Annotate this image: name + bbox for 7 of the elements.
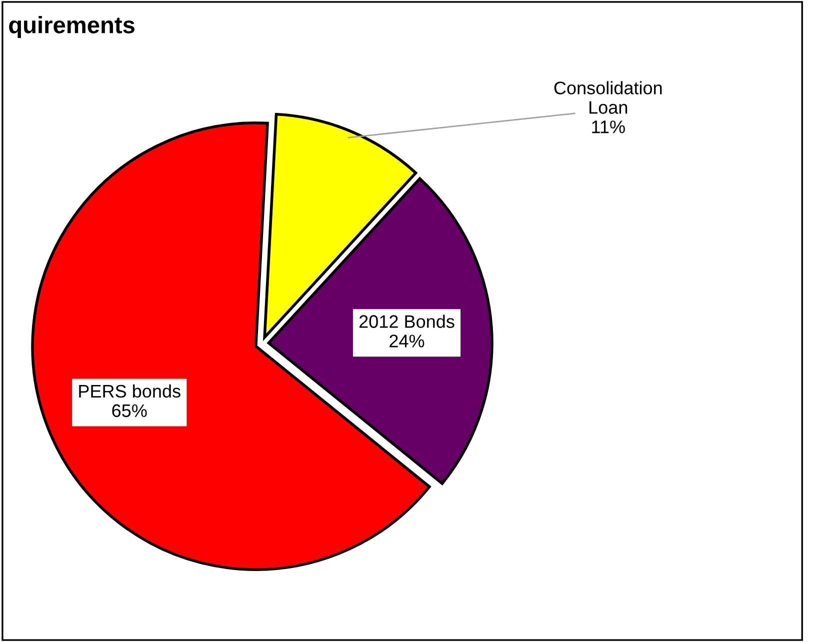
slice-label: 2012 Bonds bbox=[359, 314, 454, 328]
data-label: 11% bbox=[592, 120, 625, 134]
data-label: 24% bbox=[390, 334, 424, 348]
data-label: 65% bbox=[112, 404, 147, 418]
slice-label: PERS bonds bbox=[79, 384, 180, 398]
chart-title: quirements bbox=[9, 16, 134, 38]
slice-label: Consolidation Loan bbox=[554, 81, 662, 114]
